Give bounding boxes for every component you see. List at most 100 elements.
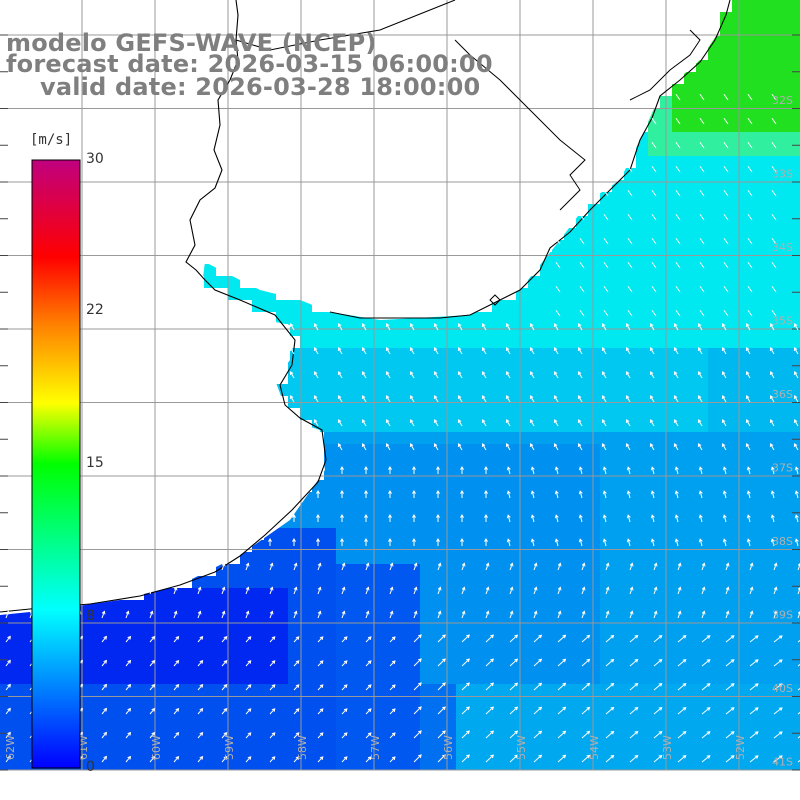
field-cell bbox=[468, 672, 480, 684]
field-cell bbox=[708, 720, 720, 732]
wind-arrow bbox=[101, 660, 107, 667]
field-cell bbox=[252, 552, 264, 564]
wind-arrow bbox=[579, 515, 583, 523]
wind-arrow-head bbox=[418, 658, 422, 662]
field-cell bbox=[672, 180, 684, 192]
field-cell bbox=[708, 516, 720, 528]
field-cell bbox=[588, 252, 600, 264]
field-cell bbox=[780, 36, 792, 48]
wind-arrow-head bbox=[271, 636, 276, 640]
field-cell bbox=[396, 744, 408, 756]
wind-arrow-head bbox=[653, 586, 658, 591]
wind-arrow-head bbox=[197, 610, 202, 615]
wind-arrow bbox=[386, 419, 391, 427]
field-cell bbox=[732, 252, 744, 264]
wind-arrow bbox=[506, 395, 511, 403]
field-cell bbox=[588, 552, 600, 564]
wind-arrow-head bbox=[436, 514, 440, 518]
field-cell bbox=[792, 132, 800, 144]
field-cell bbox=[456, 672, 468, 684]
wind-arrow-head bbox=[730, 731, 735, 735]
field-cell bbox=[528, 576, 540, 588]
field-cell bbox=[444, 336, 456, 348]
wind-arrow-head bbox=[319, 756, 324, 760]
field-cell bbox=[612, 600, 624, 612]
field-cell bbox=[564, 432, 576, 444]
field-cell bbox=[672, 336, 684, 348]
wind-arrow-head bbox=[577, 347, 582, 351]
field-cell bbox=[468, 528, 480, 540]
field-cell bbox=[564, 516, 576, 528]
field-cell bbox=[468, 408, 480, 420]
field-cell bbox=[552, 504, 564, 516]
field-cell bbox=[372, 516, 384, 528]
field-cell bbox=[780, 288, 792, 300]
field-cell bbox=[108, 720, 120, 732]
wind-arrow-head bbox=[538, 754, 543, 759]
field-cell bbox=[672, 432, 684, 444]
field-cell bbox=[408, 624, 420, 636]
field-cell bbox=[684, 636, 696, 648]
field-cell bbox=[792, 60, 800, 72]
wind-arrow-head bbox=[770, 466, 775, 471]
wind-arrow-head bbox=[754, 659, 759, 663]
wind-arrow bbox=[531, 467, 535, 475]
wind-arrow-head bbox=[175, 707, 180, 712]
field-cell bbox=[636, 636, 648, 648]
field-cell bbox=[636, 168, 648, 180]
field-cell bbox=[228, 708, 240, 720]
wind-arrow-head bbox=[490, 634, 494, 639]
field-cell bbox=[684, 600, 696, 612]
field-cell bbox=[756, 648, 768, 660]
wind-arrow bbox=[746, 323, 751, 331]
field-cell bbox=[168, 744, 180, 756]
wind-arrow bbox=[413, 634, 422, 643]
wind-arrow-head bbox=[343, 660, 348, 664]
wind-arrow bbox=[770, 419, 775, 427]
wind-arrow-head bbox=[247, 756, 252, 760]
field-cell bbox=[564, 492, 576, 504]
wind-arrow bbox=[698, 419, 703, 427]
wind-arrow bbox=[482, 371, 487, 379]
wind-arrow-head bbox=[361, 347, 366, 351]
field-cell bbox=[516, 612, 528, 624]
field-cell bbox=[528, 696, 540, 708]
field-cell bbox=[720, 528, 732, 540]
wind-arrow bbox=[650, 347, 655, 355]
field-cell bbox=[636, 588, 648, 600]
field-cell bbox=[780, 216, 792, 228]
field-cell bbox=[276, 528, 288, 540]
field-cell bbox=[708, 624, 720, 636]
wind-arrow bbox=[386, 323, 391, 331]
field-cell bbox=[492, 504, 504, 516]
wind-arrow bbox=[197, 636, 203, 643]
field-cell bbox=[708, 744, 720, 756]
wind-arrow bbox=[531, 515, 535, 523]
field-cell bbox=[684, 228, 696, 240]
wind-arrow bbox=[434, 395, 439, 403]
field-cell bbox=[360, 624, 372, 636]
field-cell bbox=[132, 624, 144, 636]
wind-arrow-head bbox=[436, 490, 440, 494]
field-cell bbox=[276, 552, 288, 564]
field-cell bbox=[540, 300, 552, 312]
wind-arrow-head bbox=[437, 562, 442, 567]
field-cell bbox=[624, 264, 636, 276]
wind-arrow bbox=[629, 731, 638, 739]
wind-arrow bbox=[413, 730, 422, 739]
field-cell bbox=[504, 696, 516, 708]
field-cell bbox=[588, 300, 600, 312]
field-cell bbox=[636, 720, 648, 732]
wind-arrow bbox=[386, 443, 391, 451]
field-cell bbox=[348, 708, 360, 720]
field-cell bbox=[300, 348, 312, 360]
field-cell bbox=[216, 696, 228, 708]
field-cell bbox=[432, 624, 444, 636]
wind-arrow bbox=[338, 443, 343, 451]
field-cell bbox=[564, 648, 576, 660]
field-cell bbox=[732, 432, 744, 444]
field-cell bbox=[756, 120, 768, 132]
field-cell bbox=[564, 612, 576, 624]
wind-arrow bbox=[245, 636, 252, 643]
field-cell bbox=[636, 156, 648, 168]
